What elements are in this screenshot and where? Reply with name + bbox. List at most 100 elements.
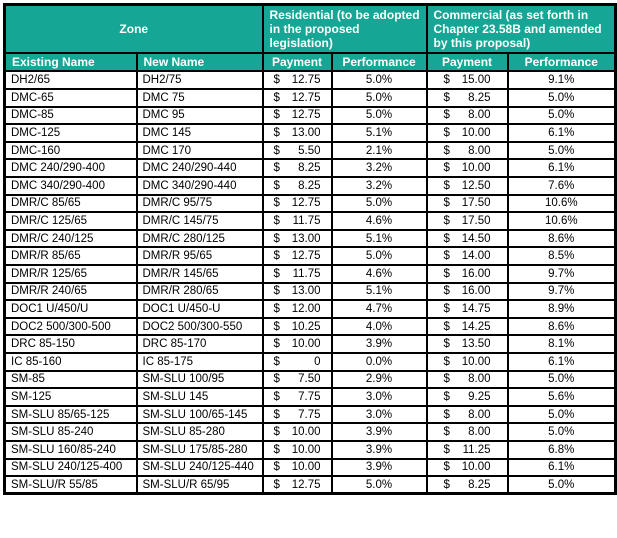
residential-performance-cell: 5.0% — [330, 70, 428, 91]
commercial-performance-cell: 9.1% — [506, 70, 617, 91]
existing-name-cell: DH2/65 — [3, 70, 138, 91]
commercial-performance-cell: 8.9% — [506, 299, 617, 319]
currency-symbol: $ — [443, 390, 450, 403]
residential-payment-cell: $10.00 — [261, 334, 333, 354]
amount-value: 12.50 — [461, 179, 491, 192]
currency-symbol: $ — [273, 162, 280, 175]
residential-payment-cell: $11.75 — [261, 211, 333, 231]
residential-payment-cell: $10.00 — [261, 457, 333, 478]
currency-symbol: $ — [443, 478, 450, 491]
new-name-cell: DMR/C 145/75 — [135, 211, 264, 231]
existing-name-cell: SM-85 — [3, 369, 138, 390]
group-header-row: Zone Residential (to be adopted in the p… — [3, 3, 617, 55]
residential-payment-cell: $10.25 — [261, 316, 333, 337]
currency-symbol: $ — [443, 285, 450, 298]
table-row: DRC 85-150 DRC 85-170 $10.00 3.9% $13.50 8.1% — [3, 334, 617, 354]
amount-value: 10.00 — [291, 426, 321, 439]
table-row: SM-SLU 85-240 SM-SLU 85-280 $10.00 3.9% $8.0… — [3, 422, 617, 442]
residential-performance-cell: 4.0% — [330, 316, 428, 337]
currency-symbol: $ — [273, 302, 280, 315]
currency-symbol: $ — [273, 250, 280, 263]
commercial-payment-cell: $10.00 — [425, 123, 509, 143]
commercial-performance-cell: 8.6% — [506, 316, 617, 337]
new-name-cell: SM-SLU 100/95 — [135, 369, 264, 390]
currency-symbol: $ — [273, 408, 280, 421]
table-row: SM-SLU 85/65-125 SM-SLU 100/65-145 $7.75 3.… — [3, 404, 617, 425]
currency-symbol: $ — [443, 162, 450, 175]
commercial-payment-cell: $9.25 — [425, 387, 509, 407]
table-row: SM-85 SM-SLU 100/95 $7.50 2.9% $8.00 5.0% — [3, 369, 617, 390]
commercial-payment-cell: $17.50 — [425, 211, 509, 231]
new-name-cell: DMR/R 95/65 — [135, 246, 264, 266]
payment-amount: $8.25 — [274, 162, 321, 174]
currency-symbol: $ — [273, 127, 280, 140]
residential-payment-cell: $13.00 — [261, 123, 333, 143]
amount-value: 8.00 — [468, 426, 491, 439]
commercial-performance-cell: 7.6% — [506, 176, 617, 196]
payment-amount: $15.00 — [444, 74, 491, 86]
commercial-performance-cell: 9.7% — [506, 281, 617, 302]
commercial-performance-cell: 6.1% — [506, 123, 617, 143]
existing-name-cell: SM-125 — [3, 387, 138, 407]
existing-name-cell: DMC-125 — [3, 123, 138, 143]
table-row: DMC-125 DMC 145 $13.00 5.1% $10.00 6.1% — [3, 123, 617, 143]
amount-value: 17.50 — [461, 215, 491, 227]
payment-amount: $12.75 — [274, 250, 321, 262]
residential-performance-cell: 5.0% — [330, 105, 428, 126]
new-name-cell: DMR/C 280/125 — [135, 228, 264, 249]
residential-payment-cell: $12.75 — [261, 246, 333, 266]
currency-symbol: $ — [443, 197, 450, 210]
amount-value: 12.75 — [291, 478, 321, 491]
amount-value: 13.00 — [291, 127, 321, 140]
payment-amount: $9.25 — [444, 391, 491, 403]
currency-symbol: $ — [273, 478, 280, 491]
existing-name-cell: DMC 240/290-400 — [3, 158, 138, 179]
new-name-cell: DMR/C 95/75 — [135, 193, 264, 214]
new-name-cell: DMC 95 — [135, 105, 264, 126]
amount-value: 14.50 — [461, 232, 491, 245]
residential-performance-cell: 3.0% — [330, 404, 428, 425]
payment-amount: $8.00 — [444, 426, 491, 438]
currency-symbol: $ — [273, 74, 280, 87]
payment-amount: $8.00 — [444, 109, 491, 121]
currency-symbol: $ — [443, 144, 450, 157]
payment-amount: $10.00 — [274, 426, 321, 438]
residential-payment-cell: $5.50 — [261, 140, 333, 161]
amount-value: 11.75 — [292, 215, 321, 227]
payment-amount: $14.75 — [444, 303, 491, 315]
residential-payment-cell: $12.75 — [261, 88, 333, 108]
residential-performance-cell: 4.6% — [330, 264, 428, 284]
existing-name-cell: DMR/R 240/65 — [3, 281, 138, 302]
currency-symbol: $ — [443, 109, 450, 122]
payment-amount: $10.00 — [274, 461, 321, 473]
amount-value: 12.75 — [291, 74, 321, 87]
commercial-performance-cell: 10.6% — [506, 193, 617, 214]
residential-performance-cell: 4.7% — [330, 299, 428, 319]
table-row: DMC 340/290-400 DMC 340/290-440 $8.25 3.2% $… — [3, 176, 617, 196]
commercial-performance-cell: 5.0% — [506, 88, 617, 108]
zone-group-header: Zone — [3, 3, 264, 55]
residential-payment-cell: $10.00 — [261, 439, 333, 460]
payment-amount: $14.00 — [444, 250, 491, 262]
commercial-performance-cell: 5.0% — [506, 475, 617, 495]
currency-symbol: $ — [443, 74, 450, 87]
table-row: DMR/C 240/125 DMR/C 280/125 $13.00 5.1% $14.… — [3, 228, 617, 249]
commercial-payment-cell: $10.00 — [425, 457, 509, 478]
residential-performance-cell: 3.0% — [330, 387, 428, 407]
residential-performance-cell: 5.0% — [330, 246, 428, 266]
residential-payment-cell: $12.75 — [261, 105, 333, 126]
currency-symbol: $ — [443, 355, 450, 368]
commercial-performance-cell: 5.6% — [506, 387, 617, 407]
residential-payment-cell: $11.75 — [261, 264, 333, 284]
commercial-performance-cell: 8.6% — [506, 228, 617, 249]
existing-name-cell: SM-SLU 160/85-240 — [3, 439, 138, 460]
new-name-cell: SM-SLU 145 — [135, 387, 264, 407]
table-row: DMR/R 85/65 DMR/R 95/65 $12.75 5.0% $14.00 8.… — [3, 246, 617, 266]
new-name-cell: DOC2 500/300-550 — [135, 316, 264, 337]
residential-performance-cell: 3.9% — [330, 457, 428, 478]
currency-symbol: $ — [443, 302, 450, 315]
commercial-performance-cell: 5.0% — [506, 105, 617, 126]
residential-performance-cell: 5.1% — [330, 281, 428, 302]
commercial-performance-cell: 8.1% — [506, 334, 617, 354]
residential-performance-cell: 3.9% — [330, 422, 428, 442]
